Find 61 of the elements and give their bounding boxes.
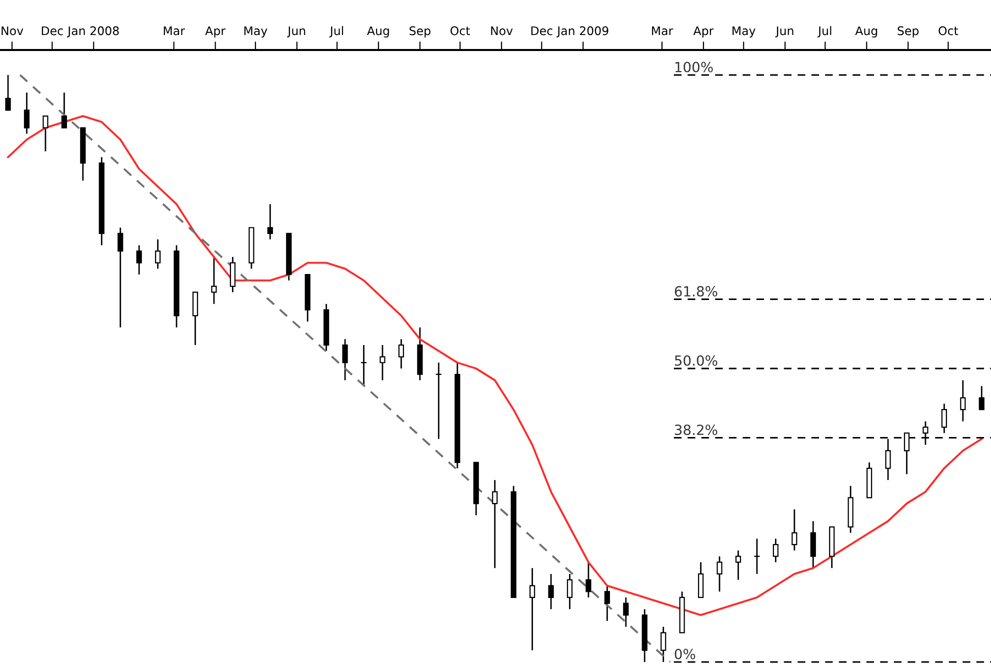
ref-line-label: 38.2% — [674, 424, 718, 436]
x-tick-label: Jan 2009 — [556, 26, 608, 38]
x-tick-label: Apr — [205, 26, 226, 38]
x-tick-label: Sep — [898, 26, 919, 38]
candlestick — [360, 344, 367, 387]
x-tick-label: Dec — [42, 26, 63, 36]
x-tick-label: May — [732, 26, 756, 38]
x-tick-label: Sep — [410, 26, 430, 38]
candlestick — [716, 556, 722, 592]
ref-line-label: 100% — [675, 62, 713, 72]
candlestick — [978, 385, 984, 410]
x-tick-label: Aug — [855, 26, 878, 38]
candlestick — [211, 256, 217, 305]
candlestick — [398, 338, 404, 370]
x-tick-label: May — [244, 26, 268, 38]
candlestick — [118, 226, 124, 328]
candlestick — [492, 479, 498, 569]
candlestick — [380, 344, 386, 381]
candlestick — [660, 626, 666, 663]
candlestick — [529, 567, 536, 651]
candlestick — [960, 380, 966, 422]
candlestick — [586, 562, 592, 598]
candlestick — [42, 115, 48, 152]
candlestick — [24, 92, 30, 134]
x-tick-label: Dec — [531, 26, 552, 36]
x-tick-label: Mar — [164, 26, 185, 36]
x-tick-label: Jul — [817, 26, 832, 38]
candlestick — [5, 74, 11, 111]
candlestick — [136, 244, 142, 276]
x-tick-label: Oct — [450, 26, 470, 36]
candlestick — [698, 562, 704, 598]
ref-line-label: 50.0% — [674, 355, 718, 366]
candlestick — [792, 508, 798, 552]
candlestick — [810, 520, 816, 569]
candlestick — [941, 403, 947, 434]
candlestick — [566, 573, 573, 610]
x-tick-label: Aug — [367, 26, 389, 38]
candlestick — [548, 573, 554, 610]
candlestick — [61, 92, 67, 129]
x-tick-label: Jun — [287, 26, 306, 38]
candlestick — [230, 256, 236, 293]
candlestick — [436, 362, 442, 440]
candlestick — [754, 538, 760, 575]
x-tick-label: Oct — [938, 26, 958, 36]
candlestick — [772, 538, 778, 563]
x-tick-label: Mar — [652, 26, 674, 36]
ref-line-label: 61.8% — [674, 286, 718, 297]
candlestick — [342, 338, 348, 381]
candlestick — [623, 596, 629, 628]
x-tick-label: Nov — [2, 26, 24, 36]
candlestick — [267, 203, 273, 240]
candlestick — [155, 238, 161, 270]
x-tick-label: Nov — [491, 26, 513, 36]
candlestick — [735, 550, 742, 581]
x-tick-label: Jul — [329, 26, 344, 38]
x-tick-label: Apr — [693, 26, 714, 38]
ref-line-label: 0% — [674, 648, 696, 660]
x-tick-label: Jan 2008 — [67, 26, 119, 38]
candlestick — [192, 291, 198, 346]
x-tick-label: Jun — [775, 26, 794, 38]
candlestick — [604, 584, 610, 622]
